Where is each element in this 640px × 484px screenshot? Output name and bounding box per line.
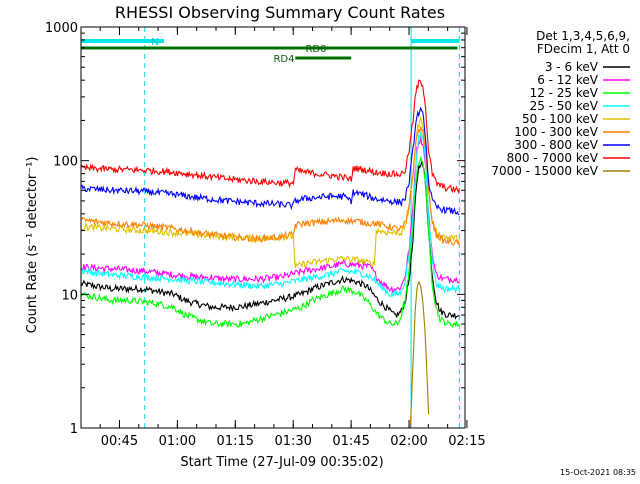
legend-label-5: 100 - 300 keV [514,125,598,139]
series-line-0 [80,161,460,320]
annotation-label-n: N [151,37,158,48]
series-line-8 [409,280,430,429]
legend-label-8: 7000 - 15000 keV [491,164,598,178]
x-axis-label: Start Time (27-Jul-09 00:35:02) [180,455,383,470]
x-tick-label-0: 00:45 [101,434,138,449]
y-tick-label-0: 1 [70,422,78,437]
series-line-5 [80,126,460,246]
legend-label-0: 3 - 6 keV [545,60,599,74]
legend-header-0: Det 1,3,4,5,6,9, [536,29,630,43]
legend-header-1: FDecim 1, Att 0 [537,42,630,56]
series-line-6 [80,106,460,216]
y-tick-label-2: 100 [53,155,78,170]
legend-label-7: 800 - 7000 keV [507,151,599,165]
annotation-label-rd4: RD4 [273,54,294,65]
legend-label-1: 6 - 12 keV [537,73,599,87]
x-tick-label-5: 02:00 [390,434,427,449]
plot-frame [80,26,466,429]
annotation-label-rd0: RD0 [305,44,326,55]
legend-label-3: 25 - 50 keV [530,99,599,113]
legend-label-2: 12 - 25 keV [530,86,599,100]
y-tick-label-1: 10 [61,288,78,303]
legend-label-4: 50 - 100 keV [522,112,599,126]
x-tick-label-6: 02:15 [448,434,485,449]
y-axis-label: Count Rate (s⁻¹ detector⁻¹) [25,157,40,334]
legend-label-6: 300 - 800 keV [514,138,598,152]
series-line-7 [80,79,460,195]
series-line-2 [80,156,460,329]
chart-title: RHESSI Observing Summary Count Rates [115,3,445,22]
footer-timestamp: 15-Oct-2021 08:35 [560,468,636,477]
x-tick-label-3: 01:30 [274,434,311,449]
x-tick-label-4: 01:45 [332,434,369,449]
y-tick-label-3: 1000 [45,21,78,36]
x-tick-label-1: 01:00 [159,434,196,449]
series-line-4 [80,115,460,269]
series-line-1 [80,136,460,294]
x-tick-label-2: 01:15 [217,434,254,449]
series-line-3 [80,131,460,298]
